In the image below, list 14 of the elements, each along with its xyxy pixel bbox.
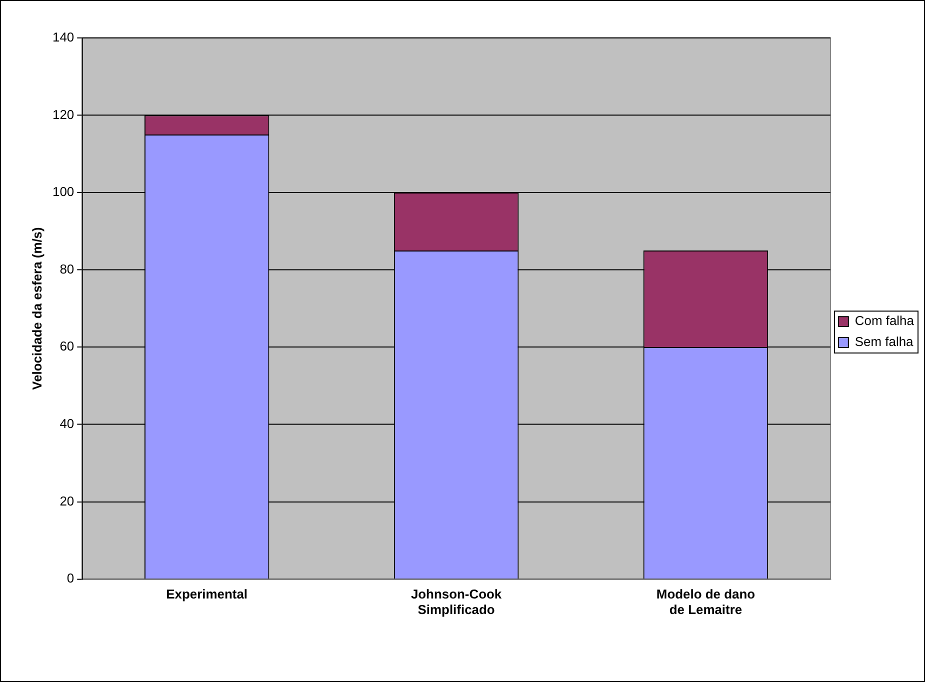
y-tick-label: 120 bbox=[52, 106, 74, 122]
x-tick-label: Modelo de dano de Lemaitre bbox=[656, 586, 756, 617]
x-tick-label: Experimental bbox=[166, 586, 248, 602]
y-tick-label: 60 bbox=[60, 338, 74, 354]
y-tick-label: 20 bbox=[60, 493, 74, 508]
y-tick-label: 40 bbox=[60, 416, 74, 432]
y-tick-label: 0 bbox=[66, 570, 74, 586]
legend-label: Com falha bbox=[854, 313, 915, 328]
y-tick-label: 80 bbox=[60, 261, 74, 276]
legend-label: Sem falha bbox=[854, 334, 914, 350]
x-tick-label: Johnson-Cook Simplificado bbox=[410, 586, 502, 617]
y-axis-title: Velocidade da esfera (m/s) bbox=[29, 227, 44, 390]
y-tick-label: 140 bbox=[52, 29, 74, 44]
y-tick-label: 100 bbox=[52, 184, 74, 200]
